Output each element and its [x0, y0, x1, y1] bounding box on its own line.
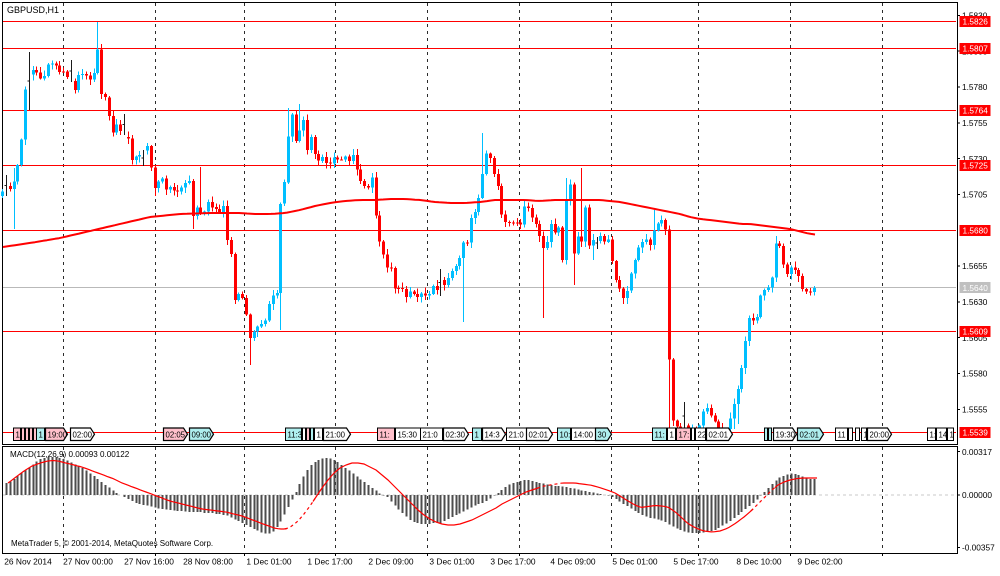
svg-text:22: 22	[698, 430, 707, 439]
svg-text:14: 14	[939, 430, 948, 439]
svg-text:9 Dec 02:00: 9 Dec 02:00	[797, 557, 843, 567]
svg-text:1.5555: 1.5555	[962, 405, 988, 415]
svg-text:1.5680: 1.5680	[963, 226, 989, 236]
svg-text:3 Dec 01:00: 3 Dec 01:00	[429, 557, 475, 567]
svg-text:30: 30	[598, 430, 607, 439]
svg-text:14:00: 14:00	[574, 430, 594, 439]
svg-text:02:01: 02:01	[709, 430, 729, 439]
svg-text:02:05: 02:05	[166, 430, 186, 439]
svg-text:1.5605: 1.5605	[962, 333, 988, 343]
svg-text:1.5830: 1.5830	[962, 11, 988, 21]
svg-text:1.5630: 1.5630	[962, 297, 988, 307]
svg-text:1 Dec 17:00: 1 Dec 17:00	[307, 557, 353, 567]
svg-text:1.5764: 1.5764	[963, 106, 989, 116]
svg-text:1.5640: 1.5640	[963, 283, 989, 293]
svg-text:11:: 11:	[380, 430, 390, 439]
svg-text:1: 1	[39, 430, 43, 439]
svg-text:20:00: 20:00	[870, 430, 890, 439]
svg-text:26 Nov 2014: 26 Nov 2014	[4, 557, 52, 567]
svg-text:21:00: 21:00	[326, 430, 346, 439]
svg-text:1.5655: 1.5655	[962, 261, 988, 271]
svg-text:5 Dec 17:00: 5 Dec 17:00	[673, 557, 719, 567]
svg-text:28 Nov 08:00: 28 Nov 08:00	[183, 557, 233, 567]
svg-text:GBPUSD,H1: GBPUSD,H1	[7, 5, 59, 15]
svg-text:1: 1	[475, 430, 479, 439]
svg-text:8 Dec 10:00: 8 Dec 10:00	[736, 557, 782, 567]
svg-text:17:: 17:	[679, 430, 690, 439]
svg-text:02:01: 02:01	[529, 430, 549, 439]
svg-text:1.5705: 1.5705	[962, 190, 988, 200]
svg-text:1.5609: 1.5609	[963, 327, 989, 337]
svg-text:02:01: 02:01	[800, 430, 820, 439]
svg-text:MetaTrader 5, © 2001-2014, Met: MetaTrader 5, © 2001-2014, MetaQuotes So…	[11, 539, 213, 548]
svg-text:1: 1	[317, 430, 321, 439]
svg-text:14:3: 14:3	[485, 430, 500, 439]
svg-text:1.5725: 1.5725	[963, 161, 989, 171]
svg-text:1: 1	[16, 430, 20, 439]
svg-text:3 Dec 17:00: 3 Dec 17:00	[490, 557, 536, 567]
svg-text:21:0: 21:0	[509, 430, 525, 439]
svg-text:1: 1	[864, 430, 868, 439]
svg-text:1.5826: 1.5826	[963, 17, 989, 27]
svg-text:11:: 11:	[655, 430, 665, 439]
svg-text:09:00: 09:00	[192, 430, 212, 439]
svg-text:1.5730: 1.5730	[962, 154, 988, 164]
svg-text:27 Nov 16:00: 27 Nov 16:00	[124, 557, 174, 567]
svg-text:2 Dec 09:00: 2 Dec 09:00	[368, 557, 414, 567]
svg-text:02:30: 02:30	[446, 430, 466, 439]
svg-text:0.00317: 0.00317	[962, 447, 992, 457]
svg-text:1.5807: 1.5807	[963, 44, 989, 54]
svg-text:MACD(12,26,9) 0.00093 0.00122: MACD(12,26,9) 0.00093 0.00122	[10, 450, 130, 459]
svg-text:15:30: 15:30	[398, 430, 418, 439]
svg-text:19:30: 19:30	[776, 430, 796, 439]
svg-text:4 Dec 09:00: 4 Dec 09:00	[550, 557, 596, 567]
svg-text:19:00: 19:00	[48, 430, 68, 439]
svg-text:0.00000: 0.00000	[962, 490, 992, 500]
svg-text:5 Dec 01:00: 5 Dec 01:00	[612, 557, 658, 567]
svg-text:21:0: 21:0	[423, 430, 439, 439]
svg-text:1.5539: 1.5539	[963, 428, 989, 438]
svg-text:02:00: 02:00	[73, 430, 93, 439]
svg-text:1.5780: 1.5780	[962, 82, 988, 92]
svg-text:-0.00357: -0.00357	[962, 543, 995, 553]
svg-text:10:: 10:	[560, 430, 571, 439]
svg-text:1 Dec 01:00: 1 Dec 01:00	[246, 557, 292, 567]
svg-text:1: 1	[670, 430, 674, 439]
svg-text:1.5580: 1.5580	[962, 369, 988, 379]
svg-text:27 Nov 00:00: 27 Nov 00:00	[63, 557, 113, 567]
svg-text:11:3: 11:3	[288, 430, 303, 439]
svg-text:1:: 1:	[930, 430, 937, 439]
svg-text:11: 11	[838, 430, 846, 439]
svg-text:1.5755: 1.5755	[962, 118, 988, 128]
svg-text:1: 1	[950, 430, 954, 439]
